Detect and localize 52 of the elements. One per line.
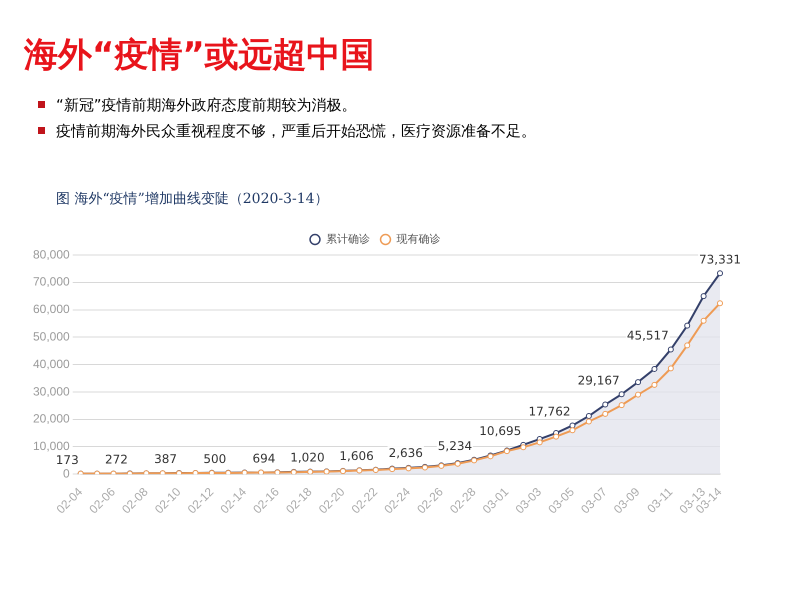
data-label: 29,167 [578, 373, 620, 388]
data-label: 173 [56, 452, 79, 467]
data-label: 1,020 [290, 450, 325, 464]
y-tick-label: 80,000 [33, 247, 70, 262]
point [569, 427, 576, 434]
point [569, 422, 576, 428]
y-tick-label: 0 [63, 466, 70, 480]
data-label: 10,695 [479, 424, 522, 438]
data-label: 272 [104, 452, 128, 466]
legend-label: 累计确诊 [326, 232, 370, 246]
point [717, 270, 723, 276]
data-label: 387 [154, 452, 178, 466]
point [651, 366, 658, 372]
y-tick-label: 40,000 [33, 356, 70, 371]
chart-subtitle: 图 海外“疫情”增加曲线变陡（2020-3-14） [56, 190, 329, 208]
point [602, 402, 608, 408]
chart-title: 海外“疫情”或远超中国 [24, 34, 375, 77]
legend-label: 现有确诊 [396, 234, 440, 246]
point [651, 382, 658, 388]
point [602, 410, 608, 417]
data-label: 1,606 [339, 448, 374, 463]
text: 疫情前期海外民众重视程度不够，严重后开始恐慌，医疗资源准备不足。 [56, 122, 536, 140]
point [700, 293, 707, 300]
data-label: 45,517 [626, 328, 669, 343]
data-label: 500 [203, 452, 226, 466]
y-tick-label: 20,000 [33, 412, 70, 426]
point [520, 444, 526, 450]
point [618, 402, 625, 408]
data-label: 694 [252, 451, 276, 466]
point [684, 342, 690, 348]
text: “新冠”疫情前期海外政府态度前期较为消极。 [56, 96, 357, 114]
data-label: 17,762 [528, 404, 570, 419]
y-tick-label: 30,000 [33, 384, 70, 398]
point [618, 391, 625, 398]
point [635, 379, 642, 386]
point [717, 300, 723, 306]
point [536, 439, 543, 446]
y-tick-label: 60,000 [33, 302, 70, 316]
point [586, 418, 592, 425]
point [684, 322, 690, 329]
point [635, 392, 642, 398]
point [700, 318, 707, 324]
point [668, 346, 674, 352]
data-label: 2,636 [388, 446, 423, 460]
y-tick-label: 70,000 [33, 274, 70, 289]
y-tick-label: 50,000 [33, 329, 70, 344]
y-tick-label: 10,000 [33, 439, 70, 454]
point [668, 365, 674, 372]
data-label: 73,331 [699, 252, 741, 266]
data-label: 5,234 [438, 438, 472, 453]
point [553, 434, 560, 440]
point [586, 413, 592, 420]
